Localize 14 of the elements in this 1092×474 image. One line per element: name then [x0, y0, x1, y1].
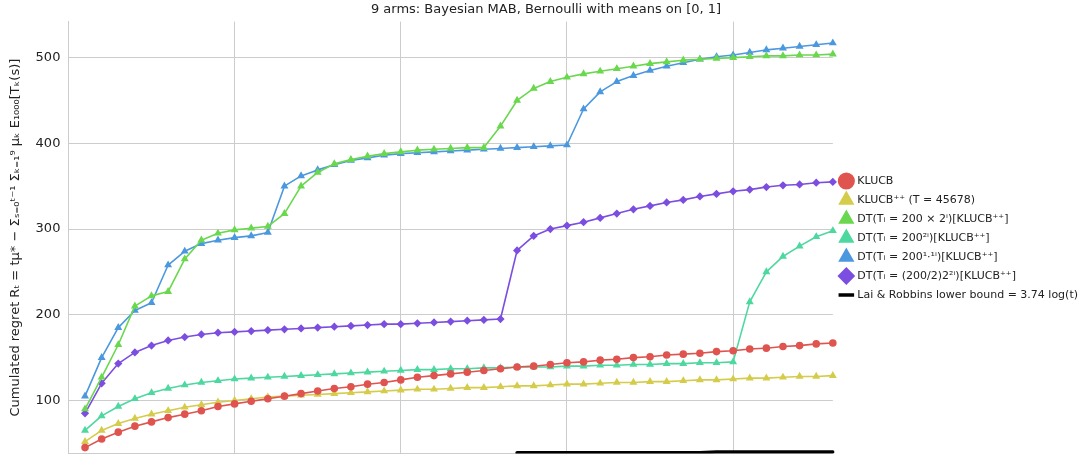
- y-tick-label: 400: [35, 134, 61, 150]
- legend-label: DT(Tᵢ = 200 × 2ⁱ)[KLUCB⁺⁺]: [857, 211, 1009, 225]
- y-axis-title: Cumulated regret Rₜ = tμ* − Σₛ₌₀ᵗ⁻¹ Σₖ₌₁⁹ μₖ E₁₀₀₀[Tₖ(s)]: [7, 58, 23, 417]
- legend-label: KLUCB: [857, 173, 894, 187]
- legend-label: DT(Tᵢ = (200/2)2²ⁱ)[KLUCB⁺⁺]: [857, 268, 1016, 282]
- legend-label: DT(Tᵢ = 200¹·¹ⁱ)[KLUCB⁺⁺]: [857, 249, 998, 263]
- legend-label: DT(Tᵢ = 200²ⁱ)[KLUCB⁺⁺]: [857, 230, 990, 244]
- legend-label: Lai & Robbins lower bound = 3.74 log(t): [857, 287, 1079, 301]
- y-tick-label: 200: [35, 306, 61, 322]
- y-tick-label: 500: [35, 48, 61, 64]
- legend-label: KLUCB⁺⁺ (T = 45678): [857, 192, 976, 206]
- y-tick-label: 300: [35, 220, 61, 236]
- y-tick-label: 100: [35, 391, 61, 407]
- chart-title: 9 arms: Bayesian MAB, Bernoulli with means on [0, 1]: [370, 1, 722, 17]
